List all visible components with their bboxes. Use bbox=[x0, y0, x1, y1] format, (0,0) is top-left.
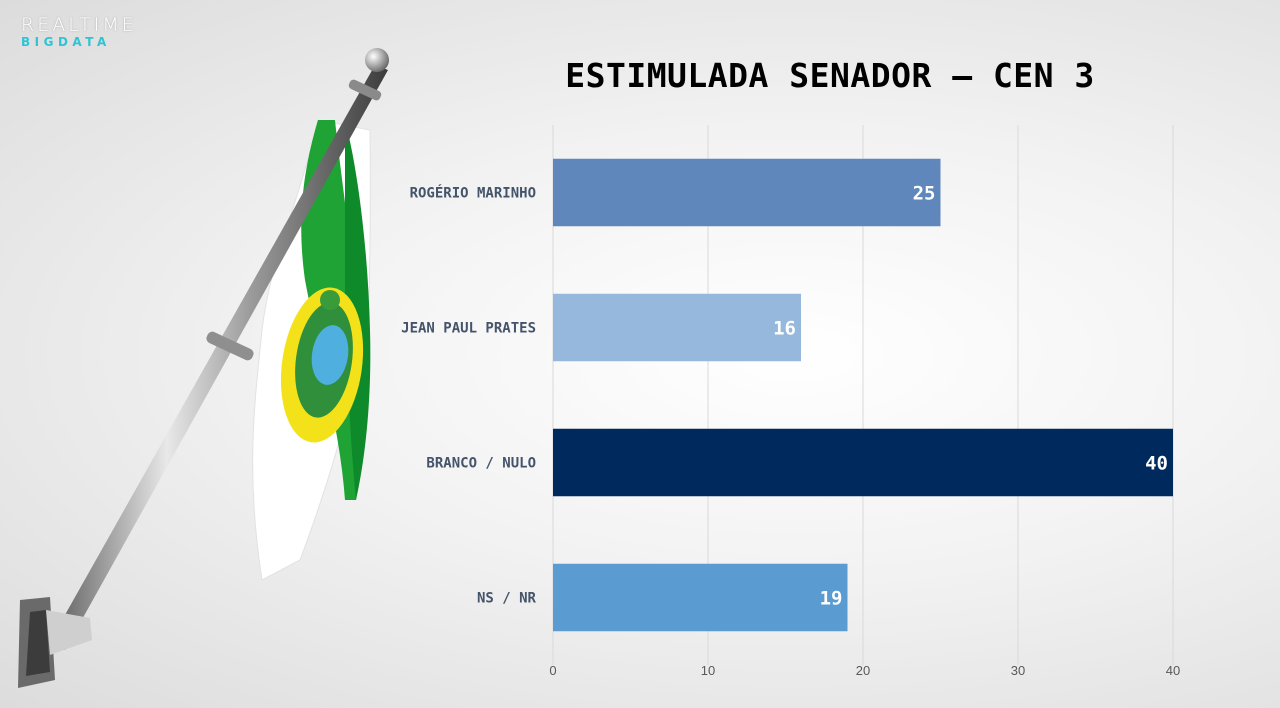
brand-logo-line2: BIGDATA bbox=[21, 35, 111, 49]
data-label: 40 bbox=[1145, 453, 1168, 475]
x-tick-label: 20 bbox=[856, 663, 870, 678]
bar bbox=[553, 293, 801, 362]
bar bbox=[553, 563, 848, 632]
chart-labels: 0 10 20 30 40 ROGÉRIO MARINHO 25 JEAN PAUL PRAT… bbox=[401, 183, 1180, 679]
chart-title: ESTIMULADA SENADOR – CEN 3 bbox=[565, 56, 1095, 95]
bar bbox=[553, 158, 941, 227]
data-label: 25 bbox=[913, 183, 936, 205]
x-tick-label: 10 bbox=[701, 663, 715, 678]
brand-logo: REALTIME BIGDATA bbox=[21, 14, 137, 49]
flag-on-pole-illustration bbox=[18, 48, 389, 688]
category-label: NS / NR bbox=[477, 591, 537, 607]
x-tick-label: 0 bbox=[549, 663, 556, 678]
category-label: BRANCO / NULO bbox=[426, 456, 536, 472]
data-label: 19 bbox=[820, 588, 843, 610]
category-label: ROGÉRIO MARINHO bbox=[410, 185, 536, 202]
x-tick-label: 40 bbox=[1166, 663, 1180, 678]
category-label: JEAN PAUL PRATES bbox=[401, 321, 536, 337]
bar bbox=[553, 428, 1173, 497]
chart-bars bbox=[553, 158, 1173, 632]
data-label: 16 bbox=[773, 318, 796, 340]
brand-logo-line1: REALTIME bbox=[21, 14, 137, 36]
x-tick-label: 30 bbox=[1011, 663, 1025, 678]
